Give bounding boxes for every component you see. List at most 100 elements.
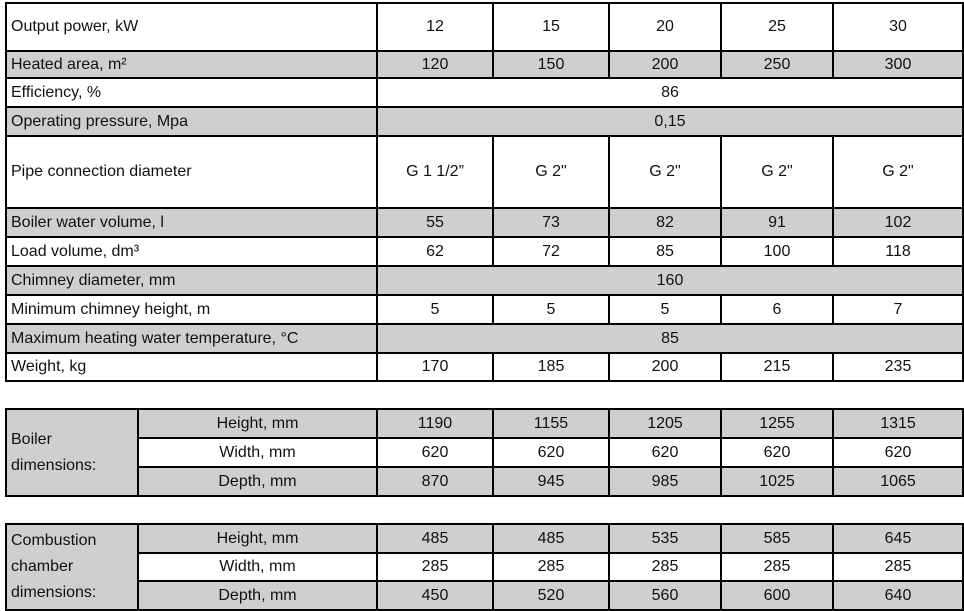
row-label: Pipe connection diameter bbox=[5, 135, 378, 209]
value-cell: G 2" bbox=[720, 135, 834, 209]
value-cell: 870 bbox=[376, 466, 494, 497]
value-cell: 285 bbox=[376, 552, 494, 582]
value-cell: 62 bbox=[376, 236, 494, 267]
value-cell: 1065 bbox=[832, 466, 964, 497]
value-cell: 250 bbox=[720, 50, 834, 79]
merged-value: 85 bbox=[376, 323, 964, 354]
row-label: Boiler water volume, l bbox=[5, 207, 378, 238]
table-row: Combustion chamber dimensions: Height, mm… bbox=[5, 523, 964, 611]
dimension-label: Depth, mm bbox=[137, 466, 378, 497]
value-cell: 235 bbox=[832, 352, 964, 382]
value-cell: 535 bbox=[608, 523, 722, 554]
value-cell: 585 bbox=[720, 523, 834, 554]
value-cell: 620 bbox=[492, 437, 610, 468]
table-row: Boiler water volume, l 55 73 82 91 102 bbox=[5, 207, 964, 238]
value-cell: 5 bbox=[376, 294, 494, 325]
row-label: Efficiency, % bbox=[5, 77, 378, 108]
value-cell: 120 bbox=[376, 50, 494, 79]
value-cell: 560 bbox=[608, 580, 722, 611]
boiler-dimensions-table: Boiler dimensions: Height, mm 1190 1155 1205… bbox=[5, 408, 964, 497]
value-cell: 620 bbox=[720, 437, 834, 468]
value-cell: 285 bbox=[608, 552, 722, 582]
value-cell: 285 bbox=[492, 552, 610, 582]
dimension-label: Depth, mm bbox=[137, 580, 378, 611]
dimension-label: Width, mm bbox=[137, 552, 378, 582]
table-row: Heated area, m² 120 150 200 250 300 bbox=[5, 50, 964, 79]
table-row: Width, mm 285 285 285 285 285 bbox=[6, 552, 964, 582]
value-cell: 91 bbox=[720, 207, 834, 238]
row-label: Minimum chimney height, m bbox=[5, 294, 378, 325]
table-row: Depth, mm 870 945 985 1025 1065 bbox=[6, 466, 964, 497]
value-cell: 640 bbox=[832, 580, 964, 611]
value-cell: 200 bbox=[608, 352, 722, 382]
value-cell: 5 bbox=[608, 294, 722, 325]
value-cell: 1025 bbox=[720, 466, 834, 497]
value-cell: 170 bbox=[376, 352, 494, 382]
value-cell: 1315 bbox=[832, 408, 964, 439]
table-row: Maximum heating water temperature, °C 85 bbox=[5, 323, 964, 354]
dimension-label: Height, mm bbox=[137, 523, 378, 554]
value-cell: 85 bbox=[608, 236, 722, 267]
value-cell: 485 bbox=[492, 523, 610, 554]
dimension-label: Width, mm bbox=[137, 437, 378, 468]
value-cell: 985 bbox=[608, 466, 722, 497]
value-cell: 20 bbox=[608, 2, 722, 52]
value-cell: 55 bbox=[376, 207, 494, 238]
table-row: Boiler dimensions: Height, mm 1190 1155 1205… bbox=[5, 408, 964, 497]
table-row: Operating pressure, Mpa 0,15 bbox=[5, 106, 964, 137]
table-row: Pipe connection diameter G 1 1/2” G 2" G 2"… bbox=[5, 135, 964, 209]
value-cell: 6 bbox=[720, 294, 834, 325]
merged-value: 160 bbox=[376, 265, 964, 296]
table-row: Output power, kW 12 15 20 25 30 bbox=[5, 2, 964, 52]
value-cell: G 2" bbox=[492, 135, 610, 209]
value-cell: 620 bbox=[608, 437, 722, 468]
row-label: Load volume, dm³ bbox=[5, 236, 378, 267]
merged-value: 86 bbox=[376, 77, 964, 108]
value-cell: 5 bbox=[492, 294, 610, 325]
combustion-chamber-table: Combustion chamber dimensions: Height, mm… bbox=[5, 523, 964, 611]
value-cell: G 2" bbox=[608, 135, 722, 209]
value-cell: 600 bbox=[720, 580, 834, 611]
value-cell: 82 bbox=[608, 207, 722, 238]
table-row: Depth, mm 450 520 560 600 640 bbox=[6, 580, 964, 611]
value-cell: 485 bbox=[376, 523, 494, 554]
merged-value: 0,15 bbox=[376, 106, 964, 137]
specs-table: Output power, kW 12 15 20 25 30 Heated area, m… bbox=[5, 2, 964, 382]
row-label: Heated area, m² bbox=[5, 50, 378, 79]
table-row: Load volume, dm³ 62 72 85 100 118 bbox=[5, 236, 964, 267]
row-label: Weight, kg bbox=[5, 352, 378, 382]
value-cell: 945 bbox=[492, 466, 610, 497]
value-cell: 1155 bbox=[492, 408, 610, 439]
value-cell: 620 bbox=[832, 437, 964, 468]
table-row: Width, mm 620 620 620 620 620 bbox=[6, 437, 964, 468]
value-cell: 645 bbox=[832, 523, 964, 554]
value-cell: 215 bbox=[720, 352, 834, 382]
value-cell: 1190 bbox=[376, 408, 494, 439]
value-cell: 30 bbox=[832, 2, 964, 52]
value-cell: 185 bbox=[492, 352, 610, 382]
value-cell: 72 bbox=[492, 236, 610, 267]
value-cell: 300 bbox=[832, 50, 964, 79]
dimension-label: Height, mm bbox=[137, 408, 378, 439]
value-cell: 7 bbox=[832, 294, 964, 325]
value-cell: 150 bbox=[492, 50, 610, 79]
value-cell: 285 bbox=[832, 552, 964, 582]
value-cell: G 2" bbox=[832, 135, 964, 209]
group-label: Boiler dimensions: bbox=[5, 408, 139, 497]
row-label: Operating pressure, Mpa bbox=[5, 106, 378, 137]
value-cell: 520 bbox=[492, 580, 610, 611]
value-cell: 15 bbox=[492, 2, 610, 52]
table-row: Weight, kg 170 185 200 215 235 bbox=[5, 352, 964, 382]
table-row: Chimney diameter, mm 160 bbox=[5, 265, 964, 296]
value-cell: 118 bbox=[832, 236, 964, 267]
group-label: Combustion chamber dimensions: bbox=[5, 523, 139, 611]
value-cell: G 1 1/2” bbox=[376, 135, 494, 209]
value-cell: 200 bbox=[608, 50, 722, 79]
value-cell: 1255 bbox=[720, 408, 834, 439]
row-label: Chimney diameter, mm bbox=[5, 265, 378, 296]
value-cell: 285 bbox=[720, 552, 834, 582]
row-label: Output power, kW bbox=[5, 2, 378, 52]
value-cell: 25 bbox=[720, 2, 834, 52]
row-label: Maximum heating water temperature, °C bbox=[5, 323, 378, 354]
